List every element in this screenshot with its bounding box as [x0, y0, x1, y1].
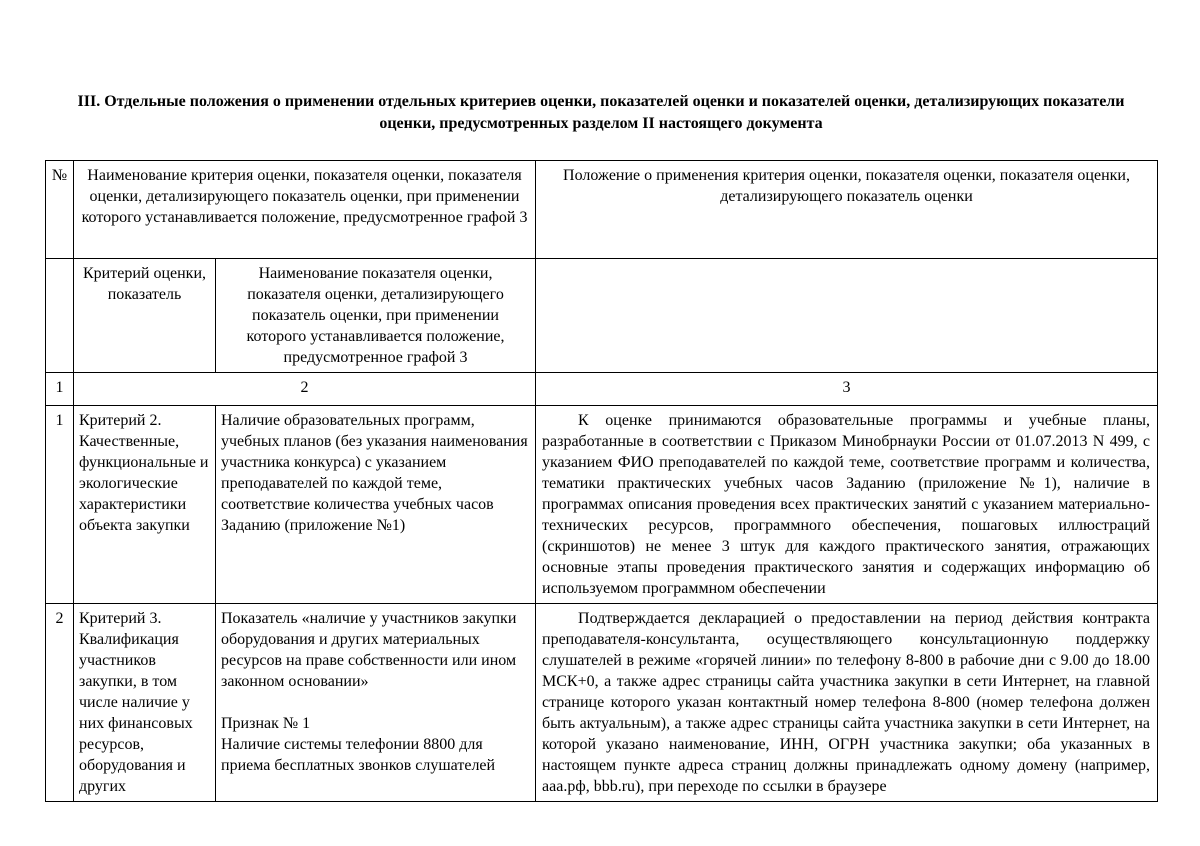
indicator-cell: Показатель «наличие у участников закупки… — [214, 603, 537, 802]
provision-text: К оценке принимаются образовательные про… — [542, 412, 1151, 597]
provision-cell: К оценке принимаются образовательные про… — [535, 405, 1159, 604]
criterion-cell: Критерий 2. Качественные, функциональные… — [73, 405, 216, 604]
numbering-cell-2: 2 — [72, 372, 537, 406]
row-number: 2 — [45, 603, 74, 802]
header-cell-sub-criterion: Критерий оценки, показатель — [73, 258, 216, 373]
indicator-sign-text: Наличие системы телефонии 8800 для прием… — [221, 736, 496, 774]
provision-text: Подтверждается декларацией о предоставле… — [542, 610, 1151, 795]
row-number: 1 — [45, 405, 74, 604]
header-cell-criterion-name: Наименование критерия оценки, показателя… — [72, 160, 537, 259]
table-header-row-2: Критерий оценки, показатель Наименование… — [45, 258, 1159, 373]
column-numbering-row: 1 2 3 — [45, 372, 1159, 406]
indicator-cell: Наличие образовательных программ, учебны… — [214, 405, 537, 604]
table-row: 1 Критерий 2. Качественные, функциональн… — [45, 405, 1159, 604]
header-cell-number: № — [45, 160, 74, 259]
indicator-title: Показатель «наличие у участников закупки… — [221, 610, 517, 690]
provision-cell: Подтверждается декларацией о предоставле… — [535, 603, 1159, 802]
header-cell-sub-indicator: Наименование показателя оценки, показате… — [214, 258, 537, 373]
indicator-sign-label: Признак № 1 — [221, 715, 311, 732]
table-header-row-1: № Наименование критерия оценки, показате… — [45, 160, 1159, 259]
header-cell-provision: Положение о применения критерия оценки, … — [535, 160, 1159, 259]
criterion-cell: Критерий 3. Квалификация участников заку… — [73, 603, 216, 802]
header-cell-empty-right — [535, 258, 1159, 373]
numbering-cell-1: 1 — [45, 372, 74, 406]
document-title: III. Отдельные положения о применении от… — [77, 93, 1125, 132]
criteria-table: № Наименование критерия оценки, показате… — [45, 160, 1159, 802]
numbering-cell-3: 3 — [535, 372, 1159, 406]
header-cell-empty-left — [45, 258, 74, 373]
table-row: 2 Критерий 3. Квалификация участников за… — [45, 603, 1159, 802]
